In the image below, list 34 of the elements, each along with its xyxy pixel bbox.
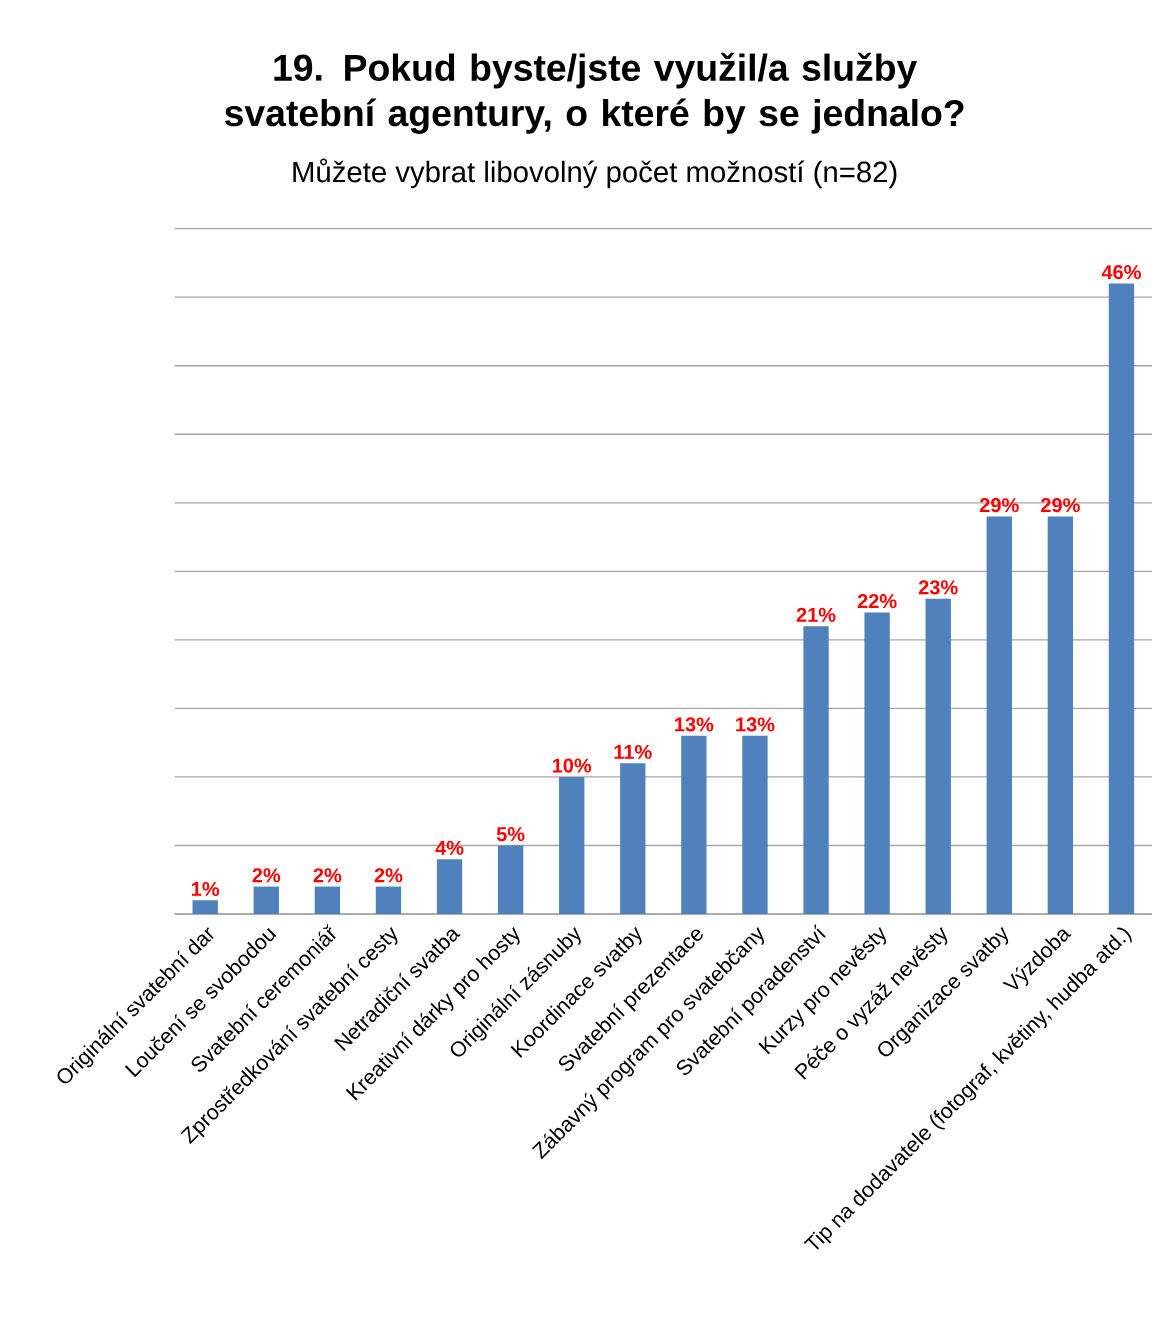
bar [620, 763, 646, 914]
bar [559, 776, 585, 914]
bar [498, 845, 524, 914]
data-label: 29% [1041, 498, 1081, 513]
data-label: 2% [313, 868, 342, 883]
bar [986, 516, 1013, 914]
bar [864, 612, 890, 914]
bar [375, 886, 402, 914]
data-label: 5% [496, 827, 525, 842]
data-label: 2% [374, 868, 403, 883]
bar [681, 735, 707, 914]
bar [192, 900, 219, 914]
bar [1047, 516, 1074, 914]
bar [803, 626, 829, 914]
bar [253, 886, 280, 914]
data-label: 10% [553, 758, 592, 773]
data-label: 13% [675, 717, 714, 732]
data-label: 23% [919, 580, 958, 595]
data-label: 22% [857, 594, 897, 609]
bar [1108, 283, 1135, 914]
bar [437, 859, 463, 914]
data-label: 4% [435, 840, 464, 855]
data-label: 1% [192, 881, 220, 897]
bar [742, 735, 768, 914]
data-label: 21% [796, 607, 836, 622]
data-label: 11% [614, 744, 652, 759]
data-label: 29% [980, 498, 1019, 513]
bar [925, 598, 952, 914]
data-label: 2% [252, 868, 281, 883]
data-label: 46% [1101, 265, 1142, 280]
chart-title: 19. Pokud byste/jste využil/a služby svatební agentury, o které by se jednalo? [225, 52, 964, 134]
chart-subtitle: Můžete vybrat libovolný počet možností (n=82) [293, 158, 897, 189]
data-label: 13% [736, 717, 775, 732]
bar [314, 886, 341, 914]
